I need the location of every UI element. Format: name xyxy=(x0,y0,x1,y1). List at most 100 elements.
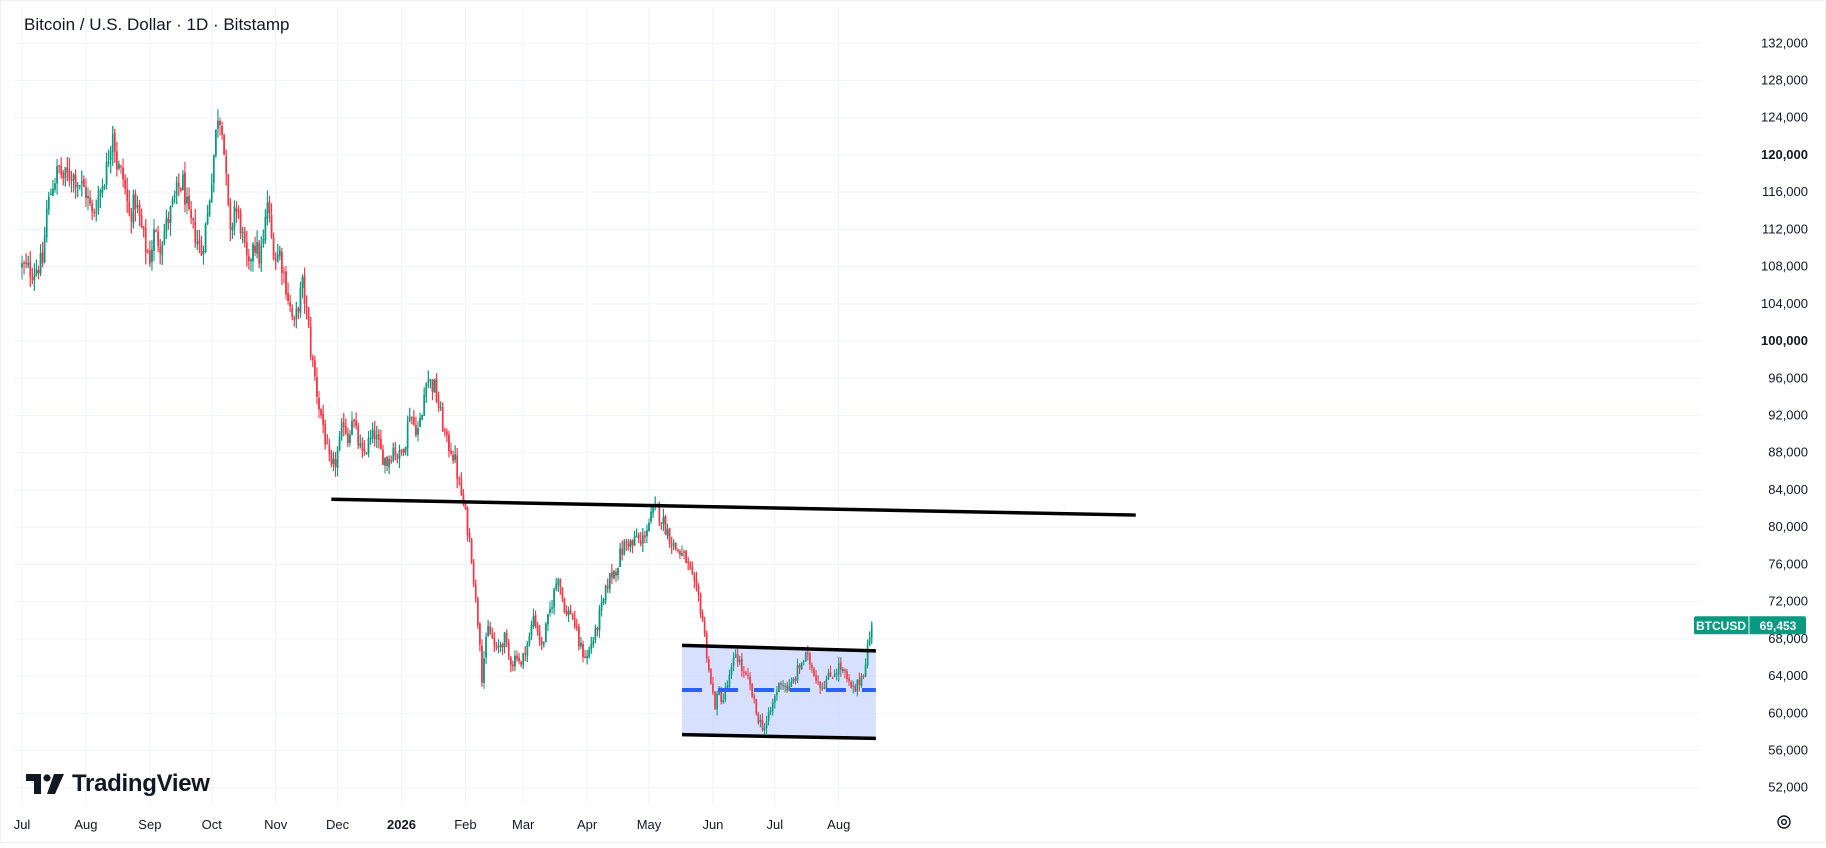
candle-body xyxy=(613,570,615,579)
candle-body xyxy=(431,380,434,392)
candle-body xyxy=(761,719,764,730)
candle-body xyxy=(312,357,314,361)
candle-body xyxy=(598,609,601,631)
y-tick-label: 76,000 xyxy=(1768,556,1808,571)
candle-body xyxy=(819,682,821,688)
candle-body xyxy=(800,662,803,670)
candle-body xyxy=(776,691,778,696)
candle-body xyxy=(48,196,50,210)
candle-body xyxy=(701,614,704,621)
candle-body xyxy=(846,671,848,680)
candle-body xyxy=(576,625,578,628)
candle-body xyxy=(866,646,869,666)
candle-body xyxy=(367,438,370,454)
candle-body xyxy=(355,420,357,427)
candle-body xyxy=(606,585,609,589)
candle-body xyxy=(68,171,71,180)
candle-body xyxy=(538,631,541,642)
candle-body xyxy=(105,162,108,185)
candle-body xyxy=(365,452,368,454)
candle-body xyxy=(322,413,324,425)
candle-body xyxy=(37,270,40,274)
candle-body xyxy=(639,540,642,545)
candle-body xyxy=(745,672,747,675)
candle-body xyxy=(561,587,564,598)
candle-body xyxy=(833,674,836,677)
candle-body xyxy=(441,407,444,432)
candle-body xyxy=(551,607,553,609)
candle-body xyxy=(161,244,164,256)
candle-body xyxy=(314,360,316,377)
range-top-line[interactable] xyxy=(681,643,876,653)
candle-body xyxy=(237,209,240,213)
candle-body xyxy=(870,625,873,638)
candle-body xyxy=(194,221,197,243)
x-tick-label: Aug xyxy=(827,817,850,832)
candle-body xyxy=(714,691,716,709)
candle-body xyxy=(815,675,817,681)
candle-body xyxy=(124,179,126,189)
candle-body xyxy=(582,643,584,658)
candle-body xyxy=(252,243,254,262)
candle-body xyxy=(406,421,409,449)
candle-body xyxy=(646,530,648,537)
y-tick-label: 116,000 xyxy=(1762,184,1808,199)
range-bottom-line[interactable] xyxy=(681,732,876,741)
candle-body xyxy=(101,186,104,193)
candle-body xyxy=(97,196,100,211)
x-tick-label: May xyxy=(637,817,662,832)
candle-body xyxy=(316,377,318,397)
candle-body xyxy=(266,202,269,219)
candle-body xyxy=(728,674,731,687)
candle-body xyxy=(33,274,36,281)
candle-body xyxy=(287,293,289,302)
candle-body xyxy=(87,195,89,199)
candle-body xyxy=(741,658,743,672)
x-tick-label: Feb xyxy=(454,817,476,832)
price-tag-symbol: BTCUSD xyxy=(1696,619,1746,633)
candle-body xyxy=(708,659,710,671)
candle-body xyxy=(136,205,139,208)
candle-body xyxy=(258,242,260,264)
candle-body xyxy=(681,553,683,556)
candle-body xyxy=(200,244,203,256)
candle-body xyxy=(852,685,854,687)
candle-body xyxy=(25,262,27,264)
candle-body xyxy=(305,305,308,309)
resistance-trendline[interactable] xyxy=(331,497,1136,517)
gear-icon[interactable] xyxy=(1777,815,1791,829)
candle-body xyxy=(604,585,607,600)
candle-body xyxy=(563,598,566,613)
candle-body xyxy=(276,254,279,263)
candle-body xyxy=(547,614,549,625)
candle-body xyxy=(217,120,219,129)
candle-body xyxy=(279,250,281,257)
candle-body xyxy=(299,288,302,313)
candle-body xyxy=(689,562,692,569)
candle-body xyxy=(512,664,514,667)
candle-body xyxy=(553,589,555,608)
y-tick-label: 72,000 xyxy=(1768,594,1808,609)
candle-body xyxy=(260,245,263,264)
candle-body xyxy=(171,199,174,205)
candle-body xyxy=(433,379,436,393)
y-tick-label: 92,000 xyxy=(1768,408,1808,423)
x-tick-label: 2026 xyxy=(387,817,416,832)
candle-body xyxy=(336,450,339,468)
candle-body xyxy=(392,448,395,461)
candle-body xyxy=(796,665,799,681)
candle-body xyxy=(594,627,597,640)
y-tick-label: 52,000 xyxy=(1768,780,1808,795)
candle-body xyxy=(497,646,500,648)
candle-body xyxy=(668,528,671,544)
candle-body xyxy=(103,185,106,189)
logo-text: TradingView xyxy=(72,770,210,797)
candle-body xyxy=(363,448,366,453)
candle-body xyxy=(738,659,741,662)
candle-body xyxy=(163,230,166,244)
candle-body xyxy=(650,511,652,522)
candle-body xyxy=(342,422,345,427)
candle-body xyxy=(233,206,236,228)
